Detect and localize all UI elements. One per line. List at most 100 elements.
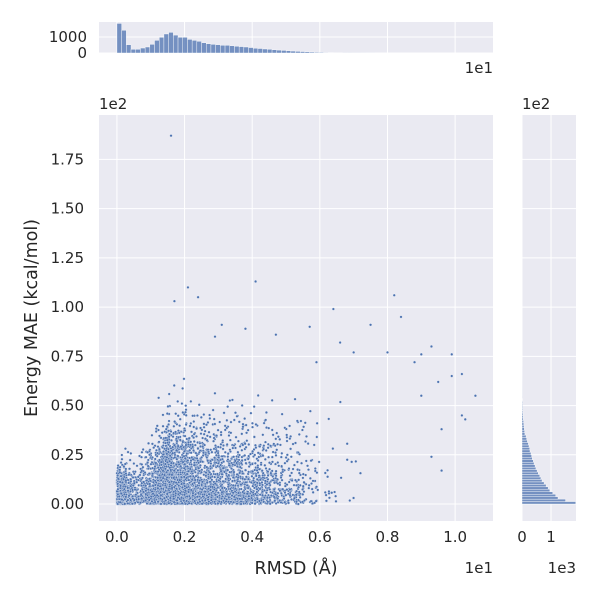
scatter-point: [192, 420, 195, 423]
scatter-point: [180, 496, 183, 499]
scatter-point: [221, 473, 224, 476]
scatter-point: [120, 461, 123, 464]
scatter-point: [158, 435, 161, 438]
scatter-point: [125, 496, 128, 499]
scatter-point: [135, 478, 138, 481]
scatter-point: [246, 439, 249, 442]
scatter-point: [147, 496, 150, 499]
scatter-point: [131, 502, 134, 505]
scatter-point: [247, 429, 250, 432]
scatter-point: [161, 431, 164, 434]
scatter-point: [176, 499, 179, 502]
scatter-point: [251, 502, 254, 505]
scatter-point: [150, 463, 153, 466]
scatter-point: [145, 479, 148, 482]
scatter-point: [183, 450, 186, 453]
scatter-point: [244, 459, 247, 462]
scatter-point: [207, 487, 210, 490]
scatter-point: [172, 435, 175, 438]
scatter-point: [286, 483, 289, 486]
scatter-point: [304, 474, 307, 477]
scatter-point: [179, 418, 182, 421]
scatter-point: [187, 441, 190, 444]
scatter-point: [190, 463, 193, 466]
scatter-point: [163, 491, 166, 494]
scatter-point: [192, 436, 195, 439]
scatter-point: [318, 461, 321, 464]
scatter-point: [258, 445, 261, 448]
scatter-point: [223, 487, 226, 490]
scatter-point: [203, 426, 206, 429]
scatter-point: [187, 470, 190, 473]
scatter-point: [184, 489, 187, 492]
scatter-point: [232, 501, 235, 504]
scatter-point: [119, 501, 122, 504]
scatter-point: [309, 410, 312, 413]
scatter-point: [145, 456, 148, 459]
scatter-point: [304, 422, 307, 425]
scatter-point: [216, 465, 219, 468]
scatter-point: [272, 434, 275, 437]
scatter-point: [268, 488, 271, 491]
scatter-point: [297, 479, 300, 482]
scatter-point: [152, 446, 155, 449]
scatter-point: [277, 464, 280, 467]
scatter-point: [141, 451, 144, 454]
scatter-point: [302, 493, 305, 496]
scatter-point: [195, 452, 198, 455]
scatter-point: [283, 497, 286, 500]
scatter-point: [130, 452, 133, 455]
scatter-point: [255, 485, 258, 488]
scatter-point: [204, 453, 207, 456]
scatter-point: [350, 461, 353, 464]
scatter-point: [178, 432, 181, 435]
scatter-point: [205, 471, 208, 474]
scatter-point: [242, 496, 245, 499]
scatter-point: [202, 451, 205, 454]
scatter-point: [289, 488, 292, 491]
scatter-point: [181, 387, 184, 390]
scatter-point: [274, 493, 277, 496]
scatter-point: [175, 481, 178, 484]
scatter-point: [268, 461, 271, 464]
scatter-point: [127, 482, 130, 485]
scatter-point: [232, 455, 235, 458]
scatter-point: [149, 502, 152, 505]
scatter-point: [209, 436, 212, 439]
scatter-point: [226, 493, 229, 496]
scatter-point: [253, 454, 256, 457]
scatter-point: [241, 459, 244, 462]
scatter-point: [227, 455, 230, 458]
scatter-point: [275, 470, 278, 473]
scatter-point: [273, 496, 276, 499]
scatter-point: [277, 435, 280, 438]
scatter-point: [242, 426, 245, 429]
scatter-point: [167, 429, 170, 432]
scatter-point: [232, 463, 235, 466]
scatter-point: [211, 486, 214, 489]
scatter-point: [257, 471, 260, 474]
scatter-point: [194, 479, 197, 482]
scatter-point: [298, 491, 301, 494]
scatter-point: [224, 451, 227, 454]
scatter-point: [306, 464, 309, 467]
scatter-point: [261, 490, 264, 493]
scatter-point: [236, 502, 239, 505]
scatter-point: [278, 499, 281, 502]
scatter-point: [179, 465, 182, 468]
scatter-point: [210, 496, 213, 499]
scatter-point: [237, 451, 240, 454]
scatter-point: [269, 502, 272, 505]
scatter-point: [119, 471, 122, 474]
scatter-point: [316, 422, 319, 425]
scatter-point: [218, 500, 221, 503]
scatter-point: [192, 492, 195, 495]
scatter-point: [309, 477, 312, 480]
scatter-point: [230, 432, 233, 435]
scatter-point: [227, 500, 230, 503]
scatter-point: [254, 499, 257, 502]
scatter-point: [238, 420, 241, 423]
scatter-point: [300, 462, 303, 465]
scatter-point: [201, 481, 204, 484]
scatter-point: [209, 476, 212, 479]
